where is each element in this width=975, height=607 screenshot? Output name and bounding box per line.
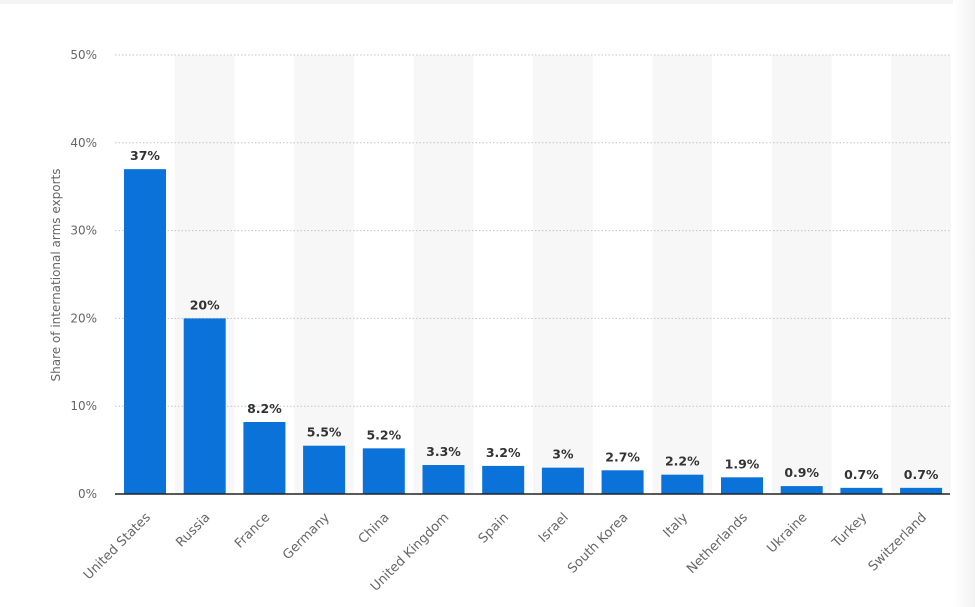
data-label: 5.5% (307, 425, 342, 440)
y-tick-label: 30% (70, 224, 97, 238)
bar (482, 465, 525, 494)
data-label: 37% (130, 148, 160, 163)
background-band (652, 55, 713, 494)
bar (303, 445, 346, 494)
x-tick-label: Switzerland (866, 510, 930, 574)
data-label: 0.7% (904, 467, 939, 482)
y-tick-label: 0% (78, 487, 97, 501)
data-label: 20% (190, 297, 220, 312)
bar (721, 477, 763, 494)
x-tick-label: Germany (280, 510, 333, 563)
x-tick-label: Ukraine (764, 510, 810, 556)
y-tick-label: 40% (70, 136, 97, 150)
bar (661, 474, 704, 494)
background-band (413, 55, 474, 494)
y-tick-label: 20% (70, 311, 97, 325)
x-tick-label: Netherlands (684, 510, 751, 577)
x-tick-label: Russia (173, 510, 213, 550)
bar (780, 486, 823, 494)
bar (362, 448, 405, 494)
data-label: 5.2% (366, 427, 401, 442)
data-label: 2.7% (605, 449, 640, 464)
data-label: 3.3% (426, 444, 461, 459)
bar (541, 467, 584, 494)
bar (601, 470, 644, 494)
data-label: 3.2% (486, 445, 521, 460)
y-tick-label: 10% (70, 399, 97, 413)
background-band (771, 55, 832, 494)
bar (900, 487, 943, 494)
data-label: 8.2% (247, 401, 282, 416)
bar (183, 318, 226, 494)
x-tick-label: Spain (476, 510, 512, 546)
x-tick-label: South Korea (565, 510, 631, 576)
background-band (533, 55, 593, 494)
x-tick-label: Israel (536, 510, 572, 546)
x-tick-label: China (356, 510, 393, 547)
bar (243, 422, 286, 494)
x-tick-label: Italy (661, 510, 692, 541)
data-label: 0.7% (844, 467, 879, 482)
data-label: 1.9% (725, 456, 760, 471)
x-tick-label: France (232, 510, 273, 551)
data-label: 2.2% (665, 454, 700, 469)
x-tick-label: Turkey (829, 510, 870, 551)
background-band (891, 55, 951, 494)
bar (422, 465, 465, 494)
y-axis-label: Share of international arms exports (49, 168, 63, 382)
right-border (953, 0, 975, 607)
data-label: 3% (552, 447, 574, 462)
bar (124, 169, 166, 494)
x-tick-label: United States (81, 510, 154, 583)
data-label: 0.9% (784, 465, 819, 480)
bar (840, 487, 883, 494)
background-band (294, 55, 354, 494)
top-border (0, 0, 975, 4)
y-tick-label: 50% (70, 48, 97, 62)
